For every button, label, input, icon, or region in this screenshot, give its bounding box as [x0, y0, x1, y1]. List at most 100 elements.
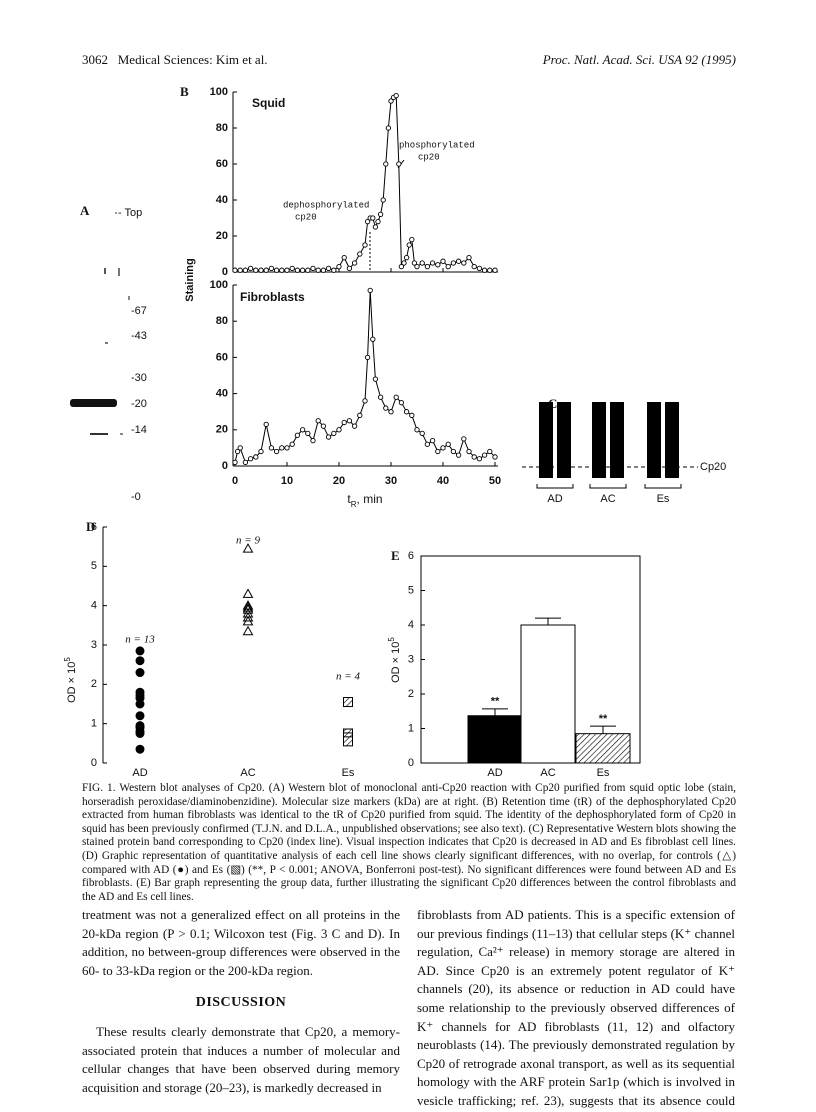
data-point: [247, 265, 254, 272]
data-point: [403, 409, 410, 415]
y-tick-label: 60: [216, 158, 228, 170]
data-point: [476, 265, 483, 272]
data-point: [258, 267, 264, 273]
data-point: [237, 445, 243, 451]
data-point: [401, 260, 407, 266]
data-point: [409, 236, 415, 243]
data-point: [320, 423, 327, 429]
data-point: [242, 459, 249, 466]
data-point: [357, 251, 363, 257]
y-tick-label: 0: [408, 757, 414, 769]
data-point: [135, 699, 145, 709]
data-point: [320, 267, 327, 273]
n-label: n = 4: [336, 671, 360, 683]
data-point: [299, 427, 306, 433]
data-point: [396, 161, 402, 167]
x-tick-label: 30: [385, 475, 397, 487]
panel-label: D: [86, 519, 95, 534]
y-tick-label: 40: [216, 194, 228, 206]
data-point: [268, 265, 275, 272]
data-point: [398, 263, 405, 270]
data-point: [232, 267, 238, 273]
data-point: [253, 267, 259, 273]
y-tick-label: 80: [216, 315, 228, 327]
data-point: [461, 260, 467, 266]
data-point: [406, 242, 412, 248]
y-axis-label: OD × 105: [63, 657, 78, 703]
panel-label: A: [80, 203, 90, 218]
data-point: [492, 454, 498, 460]
data-point: [383, 161, 389, 167]
data-point: [294, 267, 301, 273]
data-point: [279, 267, 285, 273]
y-label-superscript: 5: [63, 657, 72, 662]
data-point: [346, 418, 353, 424]
data-point: [380, 197, 386, 203]
data-point: [341, 254, 347, 261]
data-point: [372, 376, 379, 382]
y-tick-label: 6: [91, 521, 97, 533]
data-point: [435, 448, 441, 455]
data-point: [487, 448, 493, 455]
data-point: [341, 419, 347, 426]
data-point: [471, 454, 477, 460]
bar: [467, 715, 523, 764]
data-point: [331, 267, 337, 273]
blot: [70, 212, 130, 435]
y-tick-label: 2: [408, 688, 414, 700]
data-point: [242, 625, 254, 636]
data-point: [367, 287, 373, 294]
data-point: [481, 267, 488, 273]
data-point: [403, 254, 410, 261]
data-point: [375, 218, 381, 225]
data-point: [351, 423, 358, 429]
data-point: [372, 224, 379, 230]
data-point: [279, 445, 285, 451]
data-point: [364, 218, 371, 225]
data-point: [258, 448, 264, 455]
band-label: Cp20: [700, 461, 726, 473]
y-tick-label: 80: [216, 122, 228, 134]
blot-bands: [539, 402, 679, 478]
x-tick-label: AC: [540, 767, 555, 779]
size-marker: -67: [131, 305, 147, 317]
left-column: treatment was not a generalized effect o…: [82, 906, 400, 1097]
y-tick-label: 40: [216, 388, 228, 400]
y-tick-label: 5: [91, 560, 97, 572]
data-point: [289, 265, 295, 272]
y-tick-label: 20: [216, 230, 228, 242]
data-point: [135, 656, 145, 666]
data-point: [268, 445, 275, 451]
data-point: [242, 615, 254, 626]
data-point: [414, 263, 420, 270]
data-point: [461, 436, 467, 442]
data-point: [325, 434, 332, 440]
data-point: [263, 421, 269, 428]
group-label: AD: [547, 493, 562, 505]
data-point: [419, 430, 425, 437]
y-tick-label: 4: [408, 619, 414, 631]
size-marker: -20: [131, 398, 147, 410]
data-point: [393, 394, 399, 400]
data-point: [346, 265, 353, 272]
y-axis-label: Staining: [184, 258, 196, 301]
data-point: [385, 125, 392, 131]
data-point: [237, 267, 243, 273]
y-label-text: OD × 10: [390, 642, 402, 683]
size-marker: -43: [131, 330, 147, 342]
data-point: [429, 438, 436, 444]
x-tick-label: AD: [132, 767, 147, 779]
data-point: [370, 336, 376, 342]
data-point: [336, 263, 342, 270]
data-point: [135, 646, 145, 656]
data-point: [455, 258, 462, 264]
bar: [575, 733, 631, 764]
data-point: [471, 263, 477, 270]
data-point: [357, 412, 363, 418]
data-point: [440, 258, 446, 264]
n-label: n = 9: [236, 535, 260, 547]
y-tick-label: 2: [91, 678, 97, 690]
data-point: [343, 736, 353, 747]
x-label-unit: , min: [357, 492, 383, 506]
data-point: [383, 405, 389, 411]
